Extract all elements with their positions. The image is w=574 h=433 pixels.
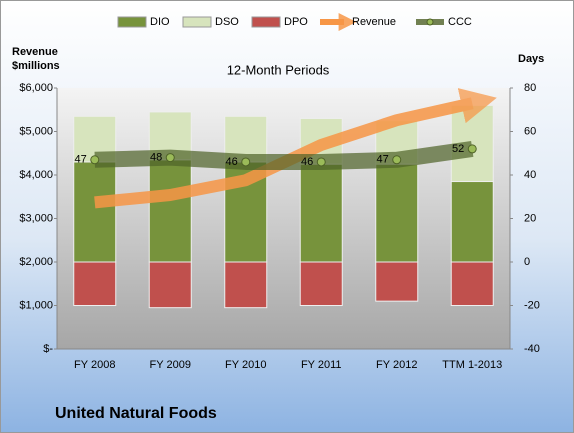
- bar: [148, 159, 192, 263]
- legend-label: DIO: [150, 16, 170, 28]
- bar: [224, 261, 268, 309]
- y-tick-label: $6,000: [19, 82, 53, 94]
- chart-title: 12-Month Periods: [227, 62, 330, 77]
- x-tick-label: FY 2008: [74, 359, 115, 371]
- legend-label: DSO: [215, 16, 239, 28]
- ccc-point: [316, 157, 326, 167]
- y2-tick-label: 0: [524, 256, 530, 268]
- bar: [375, 163, 419, 263]
- ccc-point: [90, 155, 100, 165]
- y2-tick-label: 60: [524, 125, 536, 137]
- x-tick-label: FY 2012: [376, 359, 417, 371]
- legend-label: DPO: [284, 16, 308, 28]
- data-label: 46: [301, 156, 313, 168]
- y2-label: Days: [518, 53, 544, 65]
- legend-swatch: [251, 16, 281, 28]
- y-tick-label: $5,000: [19, 125, 53, 137]
- legend-swatch: [426, 18, 434, 26]
- bar: [375, 261, 419, 302]
- bar: [450, 181, 494, 263]
- ccc-point: [165, 153, 175, 163]
- bar: [148, 261, 192, 309]
- bar: [450, 261, 494, 306]
- x-tick-label: FY 2009: [150, 359, 191, 371]
- data-label: 52: [452, 143, 464, 155]
- x-tick-label: TTM 1-2013: [442, 359, 502, 371]
- plot-area: [57, 88, 510, 349]
- legend-swatch: [182, 16, 212, 28]
- legend-swatch: [117, 16, 147, 28]
- bar: [73, 261, 117, 306]
- data-label: 47: [75, 154, 87, 166]
- y-label: Revenue: [12, 46, 58, 58]
- y2-tick-label: -20: [524, 299, 540, 311]
- y2-tick-label: 20: [524, 212, 536, 224]
- bar: [299, 261, 343, 306]
- data-label: 48: [150, 152, 162, 164]
- y2-tick-label: -40: [524, 343, 540, 355]
- legend-label: CCC: [448, 16, 472, 28]
- data-label: 46: [226, 156, 238, 168]
- legend-label: Revenue: [352, 16, 396, 28]
- x-tick-label: FY 2010: [225, 359, 266, 371]
- y2-tick-label: 80: [524, 82, 536, 94]
- ccc-point: [467, 144, 477, 154]
- y-tick-label: $4,000: [19, 169, 53, 181]
- y-tick-label: $-: [43, 343, 53, 355]
- ccc-line: [94, 140, 474, 170]
- bar: [73, 161, 117, 263]
- y-label: $millions: [12, 60, 60, 72]
- y-tick-label: $1,000: [19, 299, 53, 311]
- y-tick-label: $3,000: [19, 212, 53, 224]
- data-label: 47: [377, 154, 389, 166]
- bar: [299, 163, 343, 263]
- y-tick-label: $2,000: [19, 256, 53, 268]
- y2-tick-label: 40: [524, 169, 536, 181]
- x-tick-label: FY 2011: [301, 359, 342, 371]
- footer: United Natural Foods: [55, 405, 217, 422]
- ccc-point: [392, 155, 402, 165]
- ccc-point: [241, 157, 251, 167]
